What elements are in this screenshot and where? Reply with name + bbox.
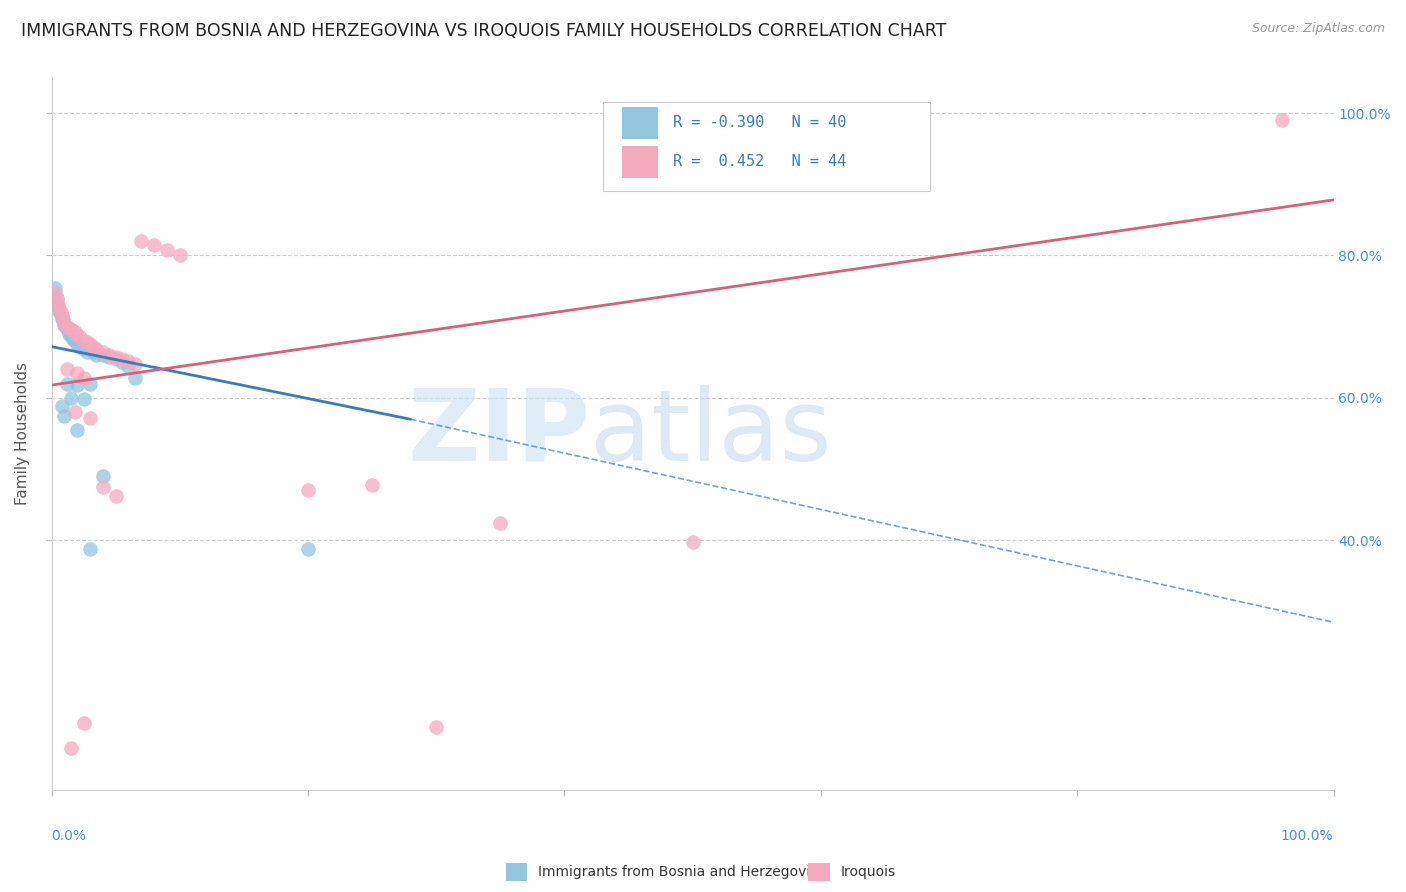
Bar (621, 146, 658, 178)
Point (79, 410, 101, 425)
Point (104, 489, 127, 503)
Y-axis label: Family Households: Family Households (15, 362, 30, 505)
Point (53, 316, 76, 330)
Point (49, 307, 72, 321)
Point (69, 330, 91, 344)
Text: R =  0.452   N = 44: R = 0.452 N = 44 (673, 154, 846, 169)
Point (91, 469, 114, 483)
Point (56, 376, 79, 391)
Text: ZIP: ZIP (408, 385, 591, 482)
Point (143, 237, 166, 252)
Point (69, 340, 91, 354)
Point (59, 741, 82, 756)
Point (111, 351, 134, 366)
Point (72, 371, 94, 385)
Point (56, 321, 79, 335)
Point (53, 318, 76, 332)
Point (72, 392, 94, 407)
Point (60, 330, 83, 344)
Point (297, 483, 319, 498)
Point (62, 333, 84, 347)
Point (1271, 113, 1294, 128)
Point (361, 477, 384, 491)
Point (63, 326, 86, 340)
Point (111, 355, 134, 369)
Point (52, 312, 75, 326)
Point (91, 344, 114, 359)
FancyBboxPatch shape (603, 103, 929, 192)
Point (98, 348, 121, 362)
Point (66, 378, 89, 392)
Point (79, 376, 101, 391)
Point (53, 409, 76, 423)
Point (59, 328, 82, 343)
Point (129, 234, 152, 248)
Point (46, 298, 69, 312)
Point (49, 305, 72, 319)
Point (124, 371, 146, 385)
Point (58, 326, 80, 341)
Point (58, 323, 80, 337)
Point (52, 314, 75, 328)
Point (124, 357, 146, 371)
Point (82, 340, 104, 354)
Text: R = -0.390   N = 40: R = -0.390 N = 40 (673, 115, 846, 130)
Point (63, 405, 86, 419)
Point (104, 351, 127, 366)
Point (51, 400, 73, 414)
Point (45, 291, 67, 305)
Point (79, 337, 101, 351)
Point (86, 343, 108, 357)
Point (48, 304, 70, 318)
Point (72, 343, 94, 357)
Point (56, 362, 79, 376)
Point (425, 720, 447, 734)
Point (98, 350, 121, 364)
Text: atlas: atlas (591, 385, 831, 482)
Text: 0.0%: 0.0% (52, 829, 87, 843)
Point (156, 243, 179, 257)
Point (79, 341, 101, 355)
Point (51, 311, 73, 326)
Point (169, 248, 191, 262)
Point (66, 328, 89, 343)
Point (682, 534, 704, 549)
Point (76, 344, 98, 359)
Point (66, 366, 89, 380)
Point (45, 293, 67, 307)
Point (44, 285, 66, 300)
Point (55, 319, 77, 334)
Point (44, 280, 66, 294)
Point (58, 321, 80, 335)
Point (66, 423, 89, 437)
Point (91, 480, 114, 494)
Point (117, 359, 139, 373)
Text: 100.0%: 100.0% (1281, 829, 1333, 843)
Point (117, 354, 139, 368)
Point (59, 391, 82, 405)
Point (72, 716, 94, 731)
Point (63, 334, 86, 348)
Point (51, 309, 73, 323)
Point (60, 323, 83, 337)
Point (82, 344, 104, 359)
Text: Immigrants from Bosnia and Herzegovina: Immigrants from Bosnia and Herzegovina (538, 865, 828, 880)
Point (76, 335, 98, 350)
Text: IMMIGRANTS FROM BOSNIA AND HERZEGOVINA VS IROQUOIS FAMILY HOUSEHOLDS CORRELATION: IMMIGRANTS FROM BOSNIA AND HERZEGOVINA V… (21, 22, 946, 40)
Point (72, 334, 94, 348)
Point (46, 300, 69, 314)
Bar (621, 107, 658, 138)
Point (104, 350, 127, 364)
Text: Source: ZipAtlas.com: Source: ZipAtlas.com (1251, 22, 1385, 36)
Point (79, 541, 101, 556)
Point (66, 337, 89, 351)
Point (297, 541, 319, 556)
Point (91, 348, 114, 362)
Text: Iroquois: Iroquois (841, 865, 896, 880)
Point (489, 516, 512, 530)
Point (86, 348, 108, 362)
Point (56, 319, 79, 334)
Point (48, 301, 70, 316)
